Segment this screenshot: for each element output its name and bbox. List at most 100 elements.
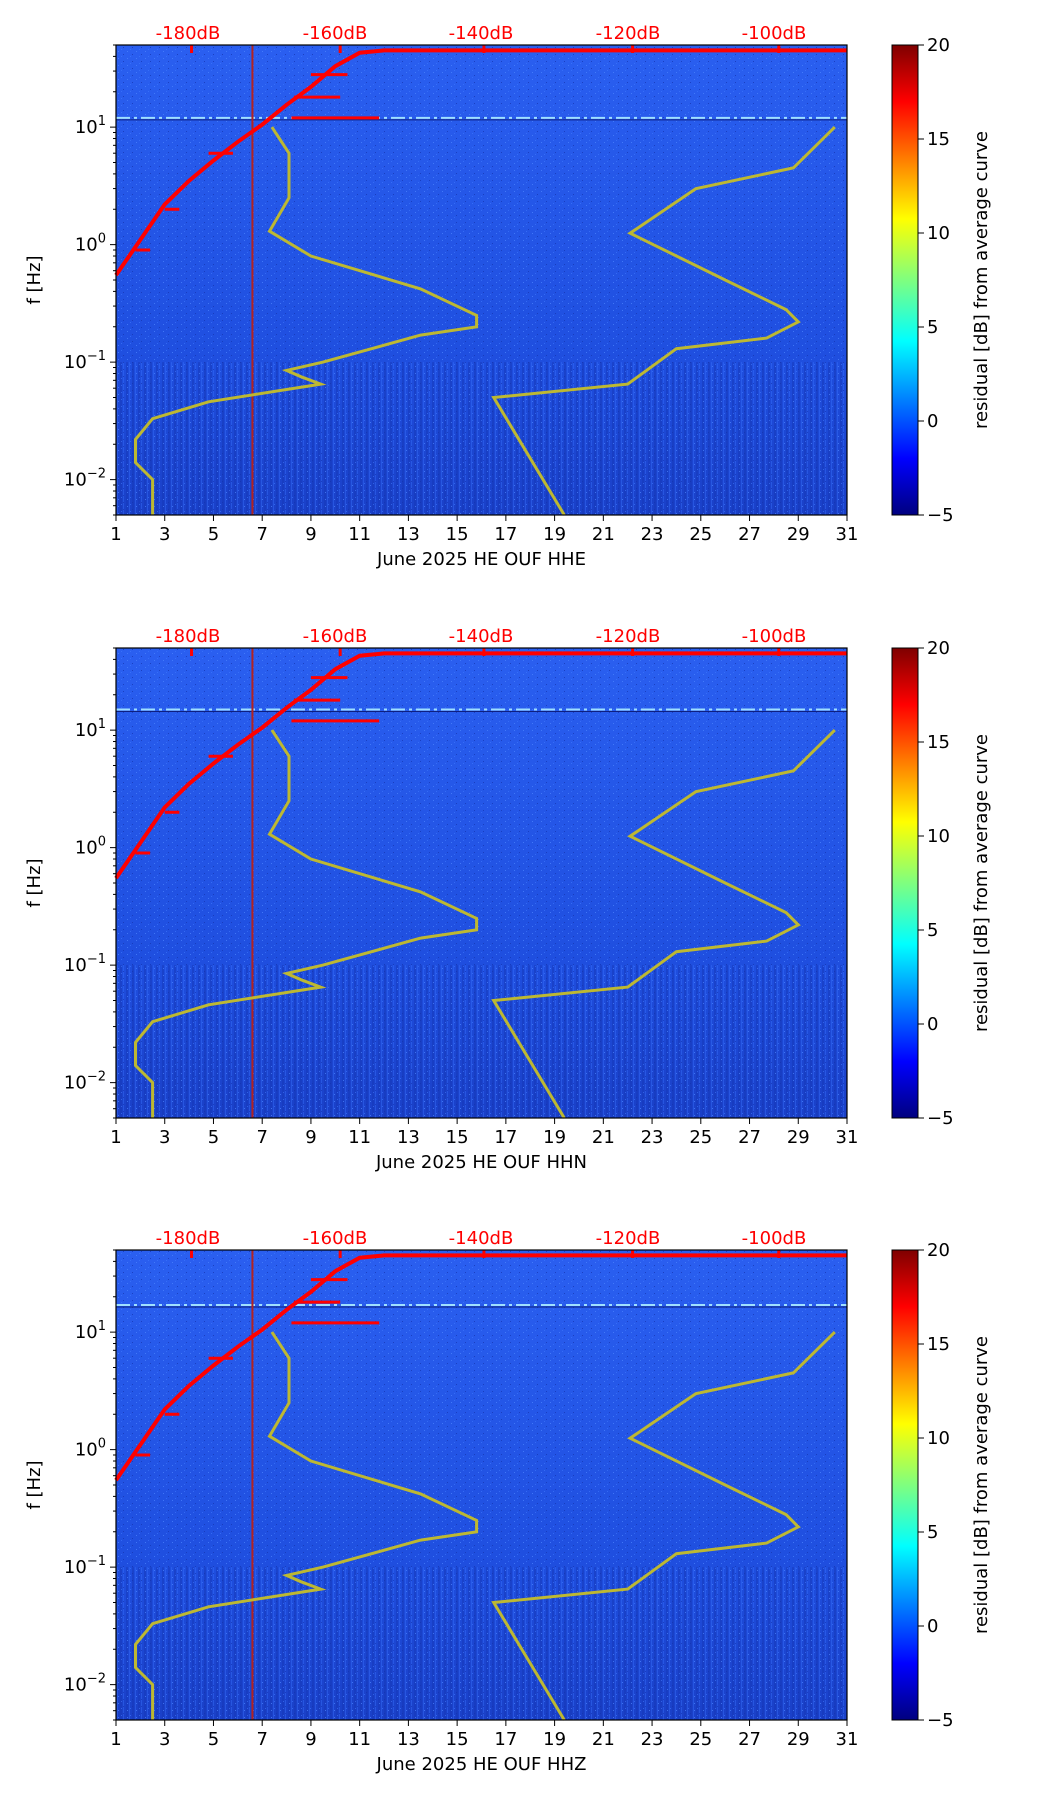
colorbar-tick-label: 15 [927, 129, 950, 150]
response-curve [114, 48, 847, 277]
db-scale-label: -160dB [303, 626, 368, 647]
colorbar [891, 1249, 919, 1721]
x-tick-label: 21 [592, 1127, 615, 1148]
colorbar-label: residual [dB] from average curve [971, 734, 992, 1032]
db-scale-label: -100dB [742, 1228, 807, 1249]
colorbar-tick-label: −5 [927, 1108, 954, 1129]
noise-texture [116, 648, 847, 1118]
colorbar-tick-label: 20 [927, 35, 950, 56]
db-scale-label: -100dB [742, 23, 807, 44]
x-tick-label: 29 [787, 524, 810, 545]
x-tick-label: 3 [159, 1729, 170, 1750]
colorbar-tick-label: 0 [927, 1014, 938, 1035]
x-tick-label: 7 [256, 1127, 267, 1148]
colorbar-tick-label: 5 [927, 317, 938, 338]
x-tick-label: 15 [446, 524, 469, 545]
response-curve [114, 1253, 847, 1482]
x-tick-label: 31 [836, 524, 859, 545]
db-scale-label: -140dB [449, 1228, 514, 1249]
x-axis-label: June 2025 HE OUF HHZ [376, 1754, 587, 1775]
x-tick-label: 5 [208, 1127, 219, 1148]
x-tick-label: 27 [738, 524, 761, 545]
x-tick-label: 25 [689, 1729, 712, 1750]
x-tick-label: 13 [397, 1127, 420, 1148]
colorbar-tick-label: −5 [927, 505, 954, 526]
y-tick-label: 10−1 [64, 952, 106, 976]
x-tick-label: 5 [208, 1729, 219, 1750]
x-tick-label: 23 [641, 524, 664, 545]
db-scale-label: -160dB [303, 1228, 368, 1249]
noise-texture [116, 45, 847, 515]
colorbar-tick-label: 0 [927, 411, 938, 432]
colorbar-tick-label: −5 [927, 1710, 954, 1731]
y-axis-label: f [Hz] [24, 858, 45, 907]
y-tick-label: 100 [75, 232, 106, 256]
db-scale-label: -160dB [303, 23, 368, 44]
x-tick-label: 1 [110, 524, 121, 545]
colorbar [891, 647, 919, 1119]
x-tick-label: 11 [348, 524, 371, 545]
db-scale-label: -120dB [596, 1228, 661, 1249]
nlnm-model-curve [134, 1331, 479, 1720]
db-scale-label: -140dB [449, 626, 514, 647]
db-scale-label: -120dB [596, 626, 661, 647]
colorbar-label: residual [dB] from average curve [971, 131, 992, 429]
x-tick-label: 13 [397, 524, 420, 545]
x-tick-label: 17 [494, 524, 517, 545]
y-tick-label: 10−2 [64, 1070, 106, 1094]
y-tick-label: 101 [75, 1319, 106, 1343]
x-tick-label: 25 [689, 1127, 712, 1148]
nlnm-model-curve [134, 126, 479, 515]
x-tick-label: 25 [689, 524, 712, 545]
x-tick-label: 7 [256, 1729, 267, 1750]
y-tick-label: 101 [75, 717, 106, 741]
db-scale-label: -120dB [596, 23, 661, 44]
colorbar-tick-label: 10 [927, 1428, 950, 1449]
db-scale-label: -100dB [742, 626, 807, 647]
x-tick-label: 23 [641, 1127, 664, 1148]
response-curve [114, 651, 847, 880]
x-tick-label: 31 [836, 1729, 859, 1750]
db-scale-label: -140dB [449, 23, 514, 44]
x-tick-label: 19 [543, 1729, 566, 1750]
x-axis-label: June 2025 HE OUF HHN [375, 1152, 587, 1173]
x-tick-label: 1 [110, 1729, 121, 1750]
nhnm-model-curve [491, 126, 836, 516]
y-tick-label: 100 [75, 1437, 106, 1461]
x-tick-label: 11 [348, 1127, 371, 1148]
y-tick-label: 101 [75, 114, 106, 138]
x-tick-label: 27 [738, 1127, 761, 1148]
x-tick-label: 21 [592, 1729, 615, 1750]
nlnm-model-curve [134, 729, 479, 1118]
y-axis-label: f [Hz] [24, 1460, 45, 1509]
y-tick-label: 10−2 [64, 467, 106, 491]
x-tick-label: 29 [787, 1127, 810, 1148]
x-tick-label: 15 [446, 1729, 469, 1750]
nhnm-model-curve [491, 729, 836, 1119]
x-tick-label: 21 [592, 524, 615, 545]
db-scale-label: -180dB [156, 626, 221, 647]
x-tick-label: 9 [305, 524, 316, 545]
x-tick-label: 9 [305, 1127, 316, 1148]
y-axis-label: f [Hz] [24, 255, 45, 304]
x-tick-label: 17 [494, 1729, 517, 1750]
colorbar-tick-label: 15 [927, 732, 950, 753]
x-tick-label: 31 [836, 1127, 859, 1148]
x-tick-label: 19 [543, 524, 566, 545]
x-tick-label: 9 [305, 1729, 316, 1750]
colorbar-label: residual [dB] from average curve [971, 1336, 992, 1634]
nhnm-model-curve [491, 1331, 836, 1721]
x-tick-label: 15 [446, 1127, 469, 1148]
colorbar-tick-label: 5 [927, 1522, 938, 1543]
x-tick-label: 5 [208, 524, 219, 545]
x-tick-label: 23 [641, 1729, 664, 1750]
x-tick-label: 1 [110, 1127, 121, 1148]
y-tick-label: 10−2 [64, 1672, 106, 1696]
x-tick-label: 3 [159, 524, 170, 545]
db-scale-label: -180dB [156, 23, 221, 44]
x-tick-label: 27 [738, 1729, 761, 1750]
